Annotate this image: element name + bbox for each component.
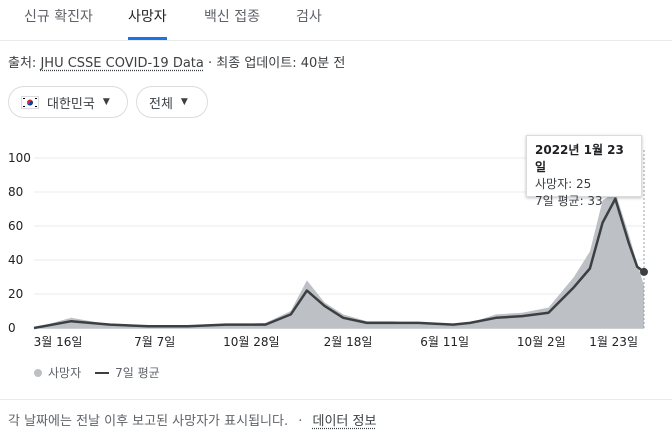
chevron-down-icon: ▼	[102, 97, 110, 107]
x-tick-label: 2월 18일	[324, 335, 373, 349]
range-label: 전체	[149, 96, 173, 112]
legend-average: 7일 평균	[115, 366, 160, 380]
legend-daily: 사망자	[48, 366, 82, 380]
y-tick-label: 60	[8, 219, 23, 233]
y-tick-label: 0	[8, 321, 16, 335]
chart-legend: 사망자 7일 평균	[34, 364, 160, 381]
tab-tests[interactable]: 검사	[296, 9, 322, 25]
x-tick-label: 1월 23일	[589, 335, 638, 349]
metric-tabs: 신규 확진자 사망자 백신 접종 검사	[0, 0, 672, 41]
tab-new-cases[interactable]: 신규 확진자	[24, 9, 93, 25]
x-tick-label: 3월 16일	[34, 335, 83, 349]
daily-deaths-area	[34, 192, 644, 328]
x-tick-label: 7월 7일	[134, 335, 175, 349]
y-axis: 0 20 40 60 80 100	[8, 151, 31, 335]
legend-dot-icon	[34, 368, 42, 377]
hover-point-marker	[640, 267, 648, 276]
tooltip-deaths: 사망자: 25	[535, 177, 592, 191]
chart-tooltip: 2022년 1월 23일 사망자: 25 7일 평균: 33	[526, 135, 642, 208]
region-dropdown[interactable]: 대한민국 ▼	[8, 86, 128, 118]
korea-flag-icon	[21, 95, 39, 109]
legend-line-icon	[95, 371, 110, 374]
y-tick-label: 100	[8, 151, 31, 165]
footer-note: 각 날짜에는 전날 이후 보고된 사망자가 표시됩니다. · 데이터 정보	[8, 410, 376, 429]
y-tick-label: 40	[8, 253, 23, 267]
region-label: 대한민국	[47, 96, 95, 112]
source-separator: ·	[208, 56, 213, 71]
y-tick-label: 80	[8, 185, 23, 199]
last-updated: 최종 업데이트: 40분 전	[216, 56, 346, 71]
source-line: 출처: JHU CSSE COVID-19 Data · 최종 업데이트: 40…	[8, 52, 345, 71]
chevron-down-icon: ▼	[180, 97, 188, 107]
x-axis: 3월 16일 7월 7일 10월 28일 2월 18일 6월 11일 10월 2일 1월 2…	[34, 335, 638, 349]
tooltip-average: 7일 평균: 33	[535, 194, 603, 208]
x-tick-label: 10월 2일	[517, 335, 566, 349]
tab-deaths[interactable]: 사망자	[128, 0, 167, 40]
seven-day-average-line	[33, 197, 645, 330]
range-dropdown[interactable]: 전체 ▼	[136, 86, 208, 118]
footer-text: 각 날짜에는 전날 이후 보고된 사망자가 표시됩니다.	[8, 414, 289, 429]
source-link[interactable]: JHU CSSE COVID-19 Data	[40, 56, 204, 71]
deaths-chart[interactable]: 0 20 40 60 80 100 3월 16일 7월 7일 10월 28일 2월 18일 6월 …	[0, 140, 672, 360]
x-tick-label: 10월 28일	[223, 335, 279, 349]
divider	[0, 399, 672, 400]
data-info-link[interactable]: 데이터 정보	[312, 414, 377, 429]
footer-separator: ·	[298, 414, 303, 429]
y-tick-label: 20	[8, 287, 23, 301]
source-prefix: 출처:	[8, 56, 37, 71]
tooltip-date: 2022년 1월 23일	[535, 143, 624, 174]
x-tick-label: 6월 11일	[420, 335, 469, 349]
tab-vaccinations[interactable]: 백신 접종	[204, 9, 260, 25]
